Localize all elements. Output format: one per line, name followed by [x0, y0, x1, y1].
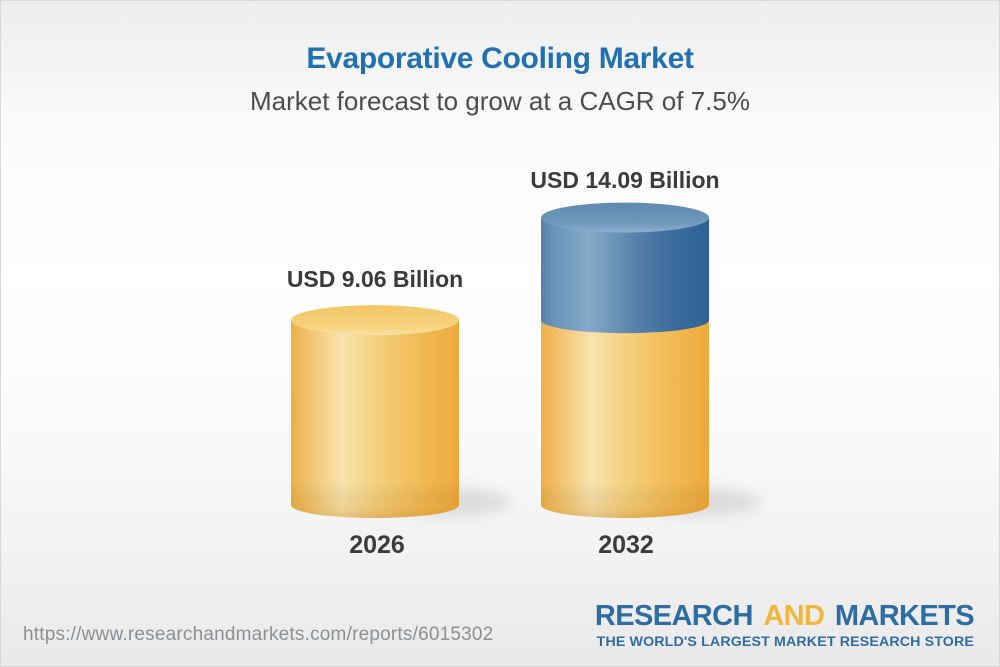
chart-subtitle: Market forecast to grow at a CAGR of 7.5… [250, 86, 750, 116]
logo-word-research: RESEARCH [594, 600, 754, 632]
bar-2032-segment-blue [541, 217, 709, 334]
logo-word-and: AND [763, 600, 825, 632]
category-label-2032: 2032 [598, 531, 654, 559]
bar-2032-top-face [541, 202, 709, 233]
report-url: https://www.researchandmarkets.com/repor… [23, 624, 494, 645]
cylinder-bottom-shade [541, 320, 709, 518]
brand-logo-wordmark: RESEARCH AND MARKETS [594, 600, 975, 632]
value-label-2026: USD 9.06 Billion [286, 266, 464, 292]
category-label-2026: 2026 [349, 531, 405, 559]
brand-tagline: THE WORLD'S LARGEST MARKET RESEARCH STOR… [596, 634, 974, 650]
bar-2026-top-face [291, 305, 459, 336]
logo-word-markets: MARKETS [834, 600, 975, 632]
brand-logo: RESEARCH AND MARKETS THE WORLD'S LARGEST… [594, 600, 975, 650]
chart-title: Evaporative Cooling Market [306, 42, 694, 75]
cylinder-bottom-shade [291, 320, 459, 518]
value-label-2032: USD 14.09 Billion [530, 167, 720, 193]
